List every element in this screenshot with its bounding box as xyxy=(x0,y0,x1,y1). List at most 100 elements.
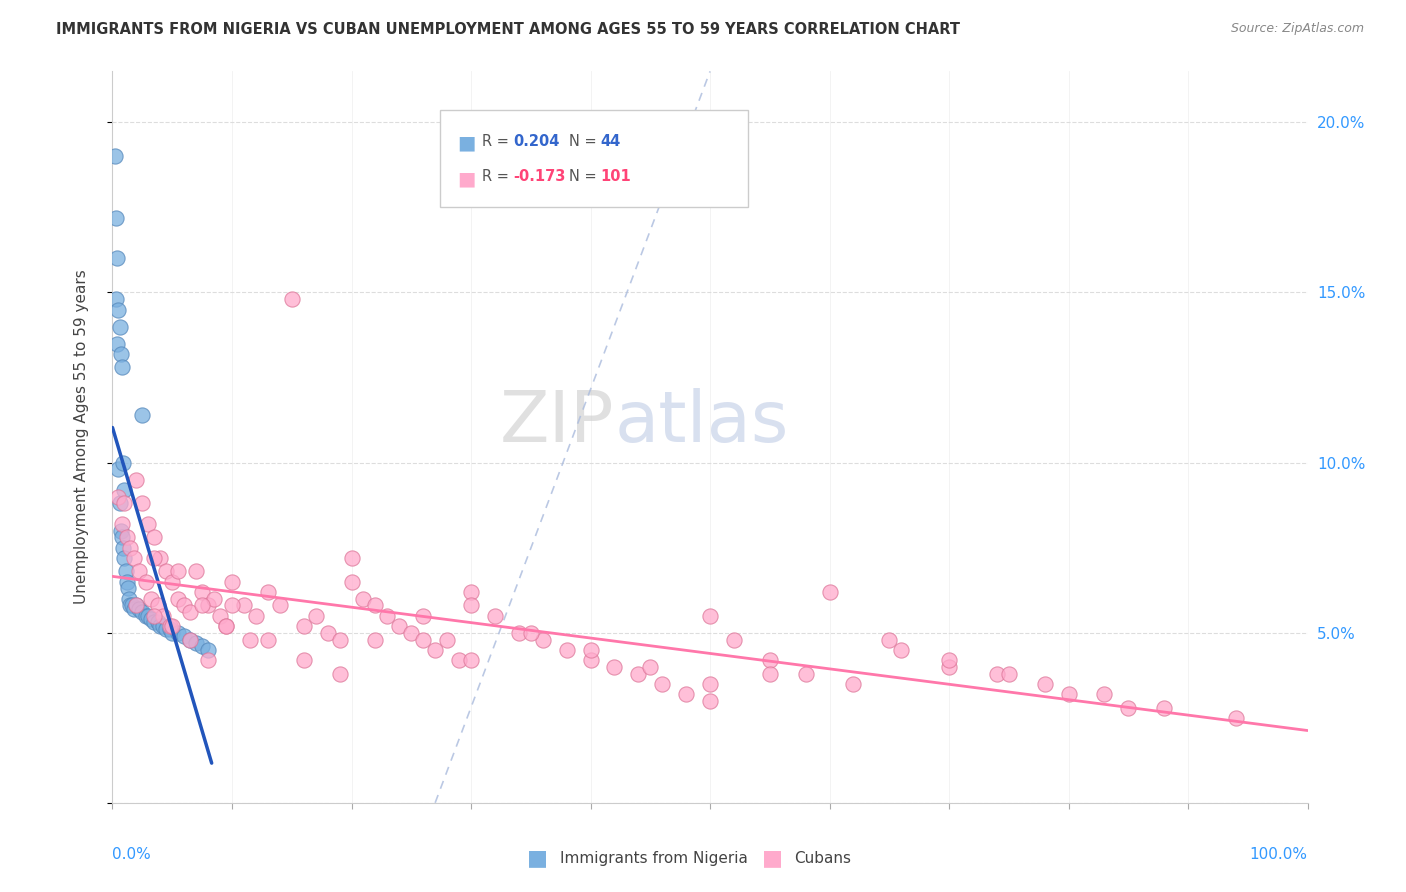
Point xyxy=(986,666,1008,681)
Point xyxy=(121,599,143,613)
Point xyxy=(508,625,530,640)
Point xyxy=(146,599,169,613)
Point xyxy=(879,632,901,647)
Point xyxy=(128,565,150,579)
Point xyxy=(146,615,169,630)
Point xyxy=(122,550,145,565)
Text: 0.204: 0.204 xyxy=(513,134,560,149)
Point xyxy=(162,574,183,589)
Point xyxy=(1118,700,1140,714)
Point xyxy=(460,585,482,599)
Text: 44: 44 xyxy=(600,134,620,149)
Point xyxy=(155,565,177,579)
Point xyxy=(191,640,214,654)
Point xyxy=(364,599,387,613)
Text: Immigrants from Nigeria: Immigrants from Nigeria xyxy=(560,851,748,865)
Point xyxy=(938,659,960,673)
Point xyxy=(215,619,238,633)
Point xyxy=(167,591,190,606)
Point xyxy=(152,619,174,633)
Point xyxy=(221,574,243,589)
Point xyxy=(579,653,602,667)
Point xyxy=(149,550,172,565)
Point xyxy=(110,524,132,538)
Text: -0.173: -0.173 xyxy=(513,169,565,185)
Point xyxy=(257,585,280,599)
Point xyxy=(245,608,267,623)
Text: ■: ■ xyxy=(762,848,783,868)
Point xyxy=(131,496,153,510)
Point xyxy=(143,531,166,545)
Point xyxy=(108,496,131,510)
Point xyxy=(759,653,782,667)
Point xyxy=(159,622,181,636)
Point xyxy=(340,550,363,565)
Point xyxy=(107,490,129,504)
Point xyxy=(1094,687,1116,701)
Point xyxy=(131,605,153,619)
Text: ■: ■ xyxy=(457,134,475,153)
Text: R =: R = xyxy=(482,169,513,185)
Point xyxy=(149,619,172,633)
Point xyxy=(281,293,304,307)
Point xyxy=(186,565,208,579)
Point xyxy=(305,608,328,623)
Point xyxy=(1225,711,1247,725)
Point xyxy=(112,541,135,555)
Point xyxy=(125,473,148,487)
Text: 100.0%: 100.0% xyxy=(1250,847,1308,862)
Point xyxy=(108,319,131,334)
Point xyxy=(209,608,232,623)
Point xyxy=(340,574,363,589)
Point xyxy=(197,599,219,613)
Point xyxy=(759,666,782,681)
Point xyxy=(1153,700,1175,714)
Text: Source: ZipAtlas.com: Source: ZipAtlas.com xyxy=(1230,22,1364,36)
Text: N =: N = xyxy=(569,169,602,185)
Point xyxy=(118,591,141,606)
Point xyxy=(135,574,157,589)
Point xyxy=(412,632,434,647)
Point xyxy=(111,531,134,545)
Point xyxy=(401,625,423,640)
Text: 101: 101 xyxy=(600,169,631,185)
Text: 0.0%: 0.0% xyxy=(112,847,152,862)
Point xyxy=(329,666,352,681)
Point xyxy=(120,599,142,613)
Point xyxy=(818,585,841,599)
Point xyxy=(699,694,721,708)
Text: Cubans: Cubans xyxy=(794,851,852,865)
Point xyxy=(138,608,160,623)
Point xyxy=(436,632,458,647)
Point xyxy=(191,599,214,613)
Point xyxy=(221,599,243,613)
Point xyxy=(316,625,339,640)
Point xyxy=(460,653,482,667)
Point xyxy=(447,653,470,667)
Point xyxy=(197,642,219,657)
Point xyxy=(105,211,128,225)
Point xyxy=(114,550,135,565)
Point xyxy=(115,574,138,589)
Point xyxy=(167,625,190,640)
Text: R =: R = xyxy=(482,134,513,149)
Point xyxy=(131,408,153,422)
Point xyxy=(603,659,626,673)
Point xyxy=(579,642,602,657)
Point xyxy=(215,619,238,633)
Point xyxy=(128,602,150,616)
Point xyxy=(998,666,1021,681)
Point xyxy=(105,336,128,351)
Point xyxy=(104,149,127,163)
Point xyxy=(162,619,183,633)
Point xyxy=(627,666,650,681)
Point xyxy=(640,659,662,673)
Point xyxy=(425,642,447,657)
Point xyxy=(1033,677,1056,691)
Text: N =: N = xyxy=(569,134,602,149)
Point xyxy=(138,516,160,531)
Text: ■: ■ xyxy=(457,169,475,188)
Point xyxy=(143,608,166,623)
Point xyxy=(143,615,166,630)
Point xyxy=(460,599,482,613)
